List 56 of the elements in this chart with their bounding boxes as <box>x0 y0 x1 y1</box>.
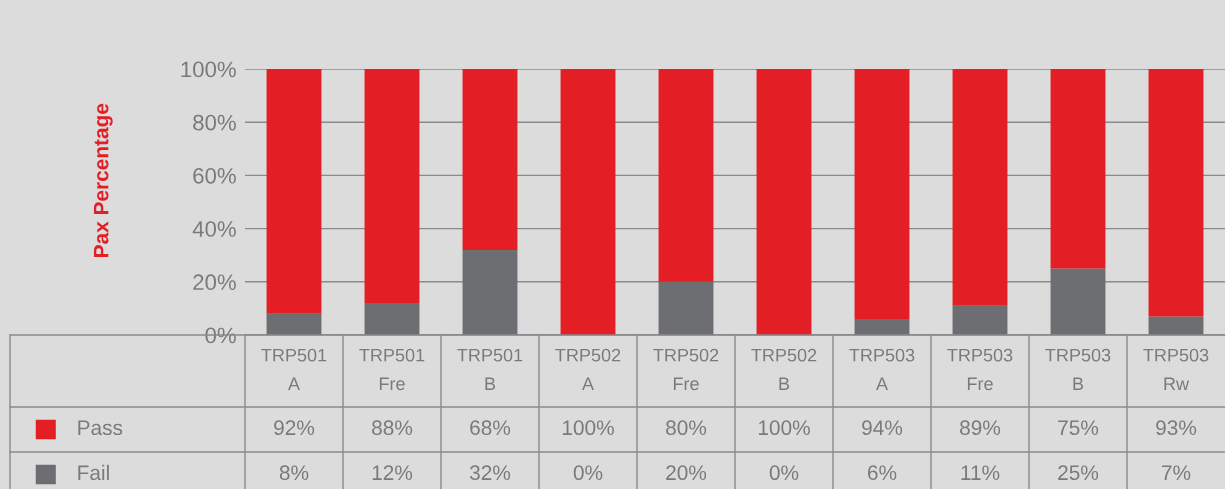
bar <box>266 69 322 314</box>
bar <box>1050 268 1106 335</box>
y-tick-label: 60% <box>193 167 236 184</box>
data-label: 0% <box>573 465 603 481</box>
data-label: 88% <box>372 420 413 436</box>
data-label: 12% <box>372 465 413 481</box>
x-tick-label: TRP503 A <box>849 348 915 390</box>
data-label: 93% <box>1156 420 1197 436</box>
x-tick-label: TRP503 B <box>1045 348 1111 390</box>
x-tick-label: TRP503 Fre <box>947 348 1013 391</box>
data-label: 0% <box>769 465 799 481</box>
data-label: 25% <box>1058 465 1099 481</box>
bar <box>364 69 420 304</box>
x-tick-label: TRP501 B <box>457 348 523 390</box>
data-label: 100% <box>758 420 810 436</box>
y-tick-label: 20% <box>193 274 236 291</box>
bar <box>364 303 420 335</box>
y-tick-label: 80% <box>193 114 236 131</box>
data-label: 89% <box>960 420 1001 436</box>
bar <box>1148 69 1204 317</box>
y-tick-label: 100% <box>181 61 236 78</box>
data-label: 80% <box>666 420 707 436</box>
bar <box>1050 69 1106 269</box>
bar <box>756 69 812 335</box>
bar <box>854 319 910 335</box>
data-label: 20% <box>666 465 707 481</box>
bar <box>658 281 714 335</box>
data-label: 92% <box>274 420 315 436</box>
data-label: 75% <box>1058 420 1099 436</box>
data-label: 11% <box>961 465 1000 481</box>
bar <box>1148 316 1204 335</box>
data-label: 7% <box>1162 465 1191 481</box>
legend-label: Fail <box>78 464 109 481</box>
bar <box>560 69 616 335</box>
x-tick-label: TRP503 Rw <box>1143 348 1209 390</box>
bar <box>462 249 518 335</box>
data-label: 68% <box>470 420 511 436</box>
bar <box>266 313 322 335</box>
x-tick-label: TRP502 Fre <box>653 348 719 391</box>
bar <box>658 69 714 282</box>
y-axis-title: Pax Percentage <box>93 103 113 257</box>
x-tick-label: TRP502 B <box>751 348 817 390</box>
data-label: 94% <box>862 420 903 436</box>
bar <box>462 69 518 250</box>
data-label: 100% <box>562 420 614 436</box>
bar <box>952 305 1008 335</box>
bar <box>854 69 910 320</box>
data-label: 32% <box>469 465 511 481</box>
legend-label: Pass <box>78 420 123 436</box>
data-label: 6% <box>868 465 897 481</box>
data-label: 8% <box>279 465 309 481</box>
y-tick-label: 40% <box>192 221 236 237</box>
x-tick-label: TRP502 A <box>555 348 621 390</box>
x-tick-label: TRP501 A <box>261 348 327 390</box>
x-tick-label: TRP501 Fre <box>359 348 425 391</box>
bar <box>952 69 1008 306</box>
